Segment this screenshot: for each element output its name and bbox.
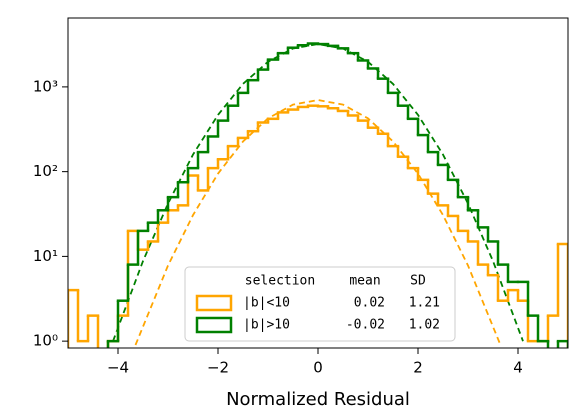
legend-sd: 1.21	[409, 296, 440, 311]
y-tick-label: 10³	[33, 77, 58, 95]
fit-curve	[134, 99, 502, 346]
legend-sd: 1.02	[409, 318, 440, 333]
legend-label: |b|<10	[243, 296, 290, 311]
x-tick-label: −4	[107, 359, 129, 377]
x-tick-label: 4	[513, 359, 523, 377]
legend-mean: -0.02	[346, 318, 385, 333]
legend-swatch	[195, 316, 233, 334]
x-tick-label: −2	[207, 359, 229, 377]
legend-header: selection	[245, 274, 315, 289]
legend-header: mean	[349, 274, 380, 289]
y-tick-label: 10²	[33, 162, 58, 180]
y-tick-label: 10⁰	[33, 332, 58, 350]
legend: selection mean SD |b|<10 0.02 1.21 |b|>10 -0.02…	[184, 266, 456, 342]
legend-header: SD	[410, 274, 426, 289]
x-axis-label: Normalized Residual	[226, 389, 410, 410]
y-tick-label: 10¹	[33, 247, 58, 265]
legend-swatch	[195, 294, 233, 312]
plot-area	[68, 42, 568, 348]
fit-curve	[112, 43, 524, 342]
x-tick-label: 2	[413, 359, 423, 377]
legend-mean: 0.02	[354, 296, 385, 311]
legend-label: |b|>10	[243, 318, 290, 333]
legend-box	[184, 266, 456, 342]
x-tick-label: 0	[313, 359, 323, 377]
